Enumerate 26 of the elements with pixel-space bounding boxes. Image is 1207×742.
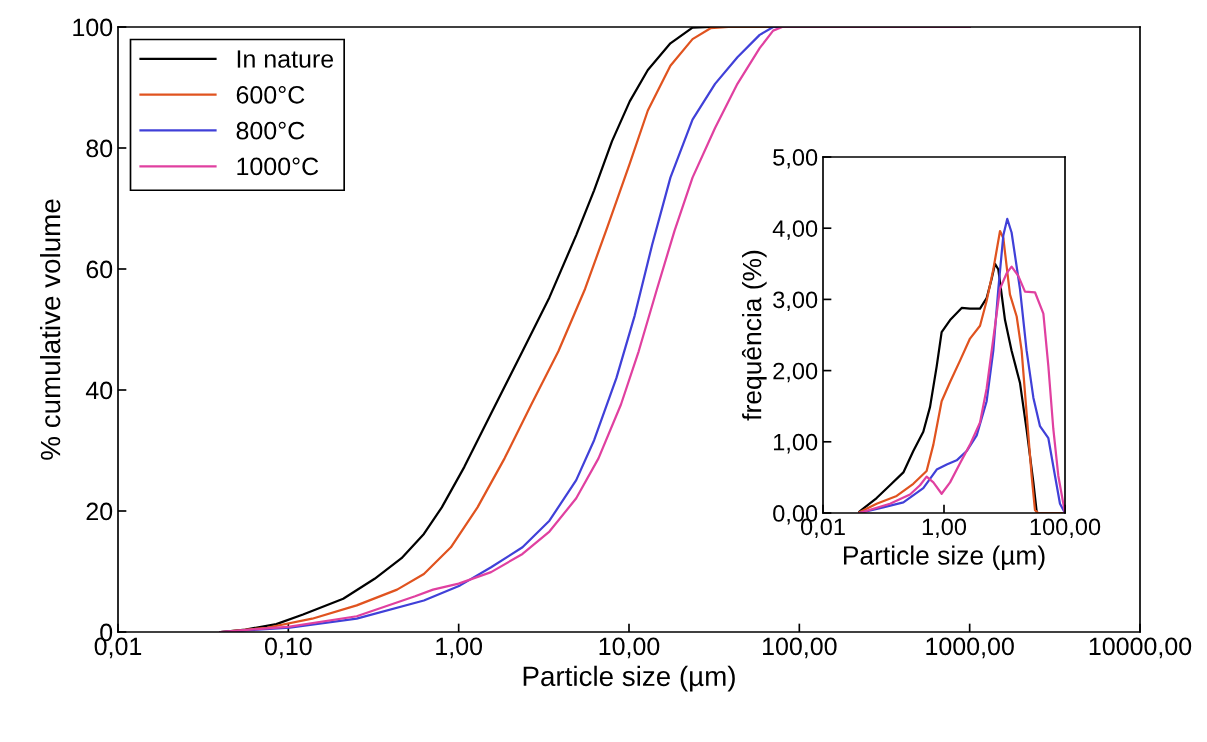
y-tick-label: 20	[86, 502, 113, 521]
y-tick-label: 60	[86, 260, 113, 279]
x-axis-title: Particle size (µm)	[523, 665, 735, 692]
y-tick-label: 3,00	[773, 291, 818, 311]
legend-label: 600°C	[236, 85, 305, 104]
x-tick-label: 1000,00	[926, 637, 1014, 659]
x-tick-label: 1,00	[436, 637, 483, 659]
y-tick-label: 4,00	[772, 220, 818, 240]
x-tick-label: 10000,00	[1089, 637, 1192, 659]
y-tick-label: 40	[85, 381, 113, 400]
x-tick-label: 1,00	[922, 518, 967, 538]
y-tick-label: 2,00	[773, 362, 818, 383]
x-tick-label: 100,00	[1030, 518, 1101, 538]
y-tick-label: 100	[73, 18, 113, 37]
legend-label: 1000°C	[237, 157, 319, 176]
y-tick-label: 1,00	[773, 433, 818, 454]
legend-label: 800°C	[236, 121, 305, 140]
x-tick-label: 0,10	[264, 637, 312, 659]
x-tick-label: 100,00	[763, 637, 837, 659]
y-axis-title: frequência (%)	[741, 250, 767, 421]
y-tick-label: 5,00	[773, 149, 818, 169]
y-axis-title: % cumulative volume	[39, 199, 61, 460]
x-tick-label: 10,00	[599, 637, 660, 659]
y-tick-label: 80	[86, 139, 113, 158]
legend-label: In nature	[237, 50, 334, 68]
x-axis-title: Particle size (µm)	[843, 545, 1045, 571]
